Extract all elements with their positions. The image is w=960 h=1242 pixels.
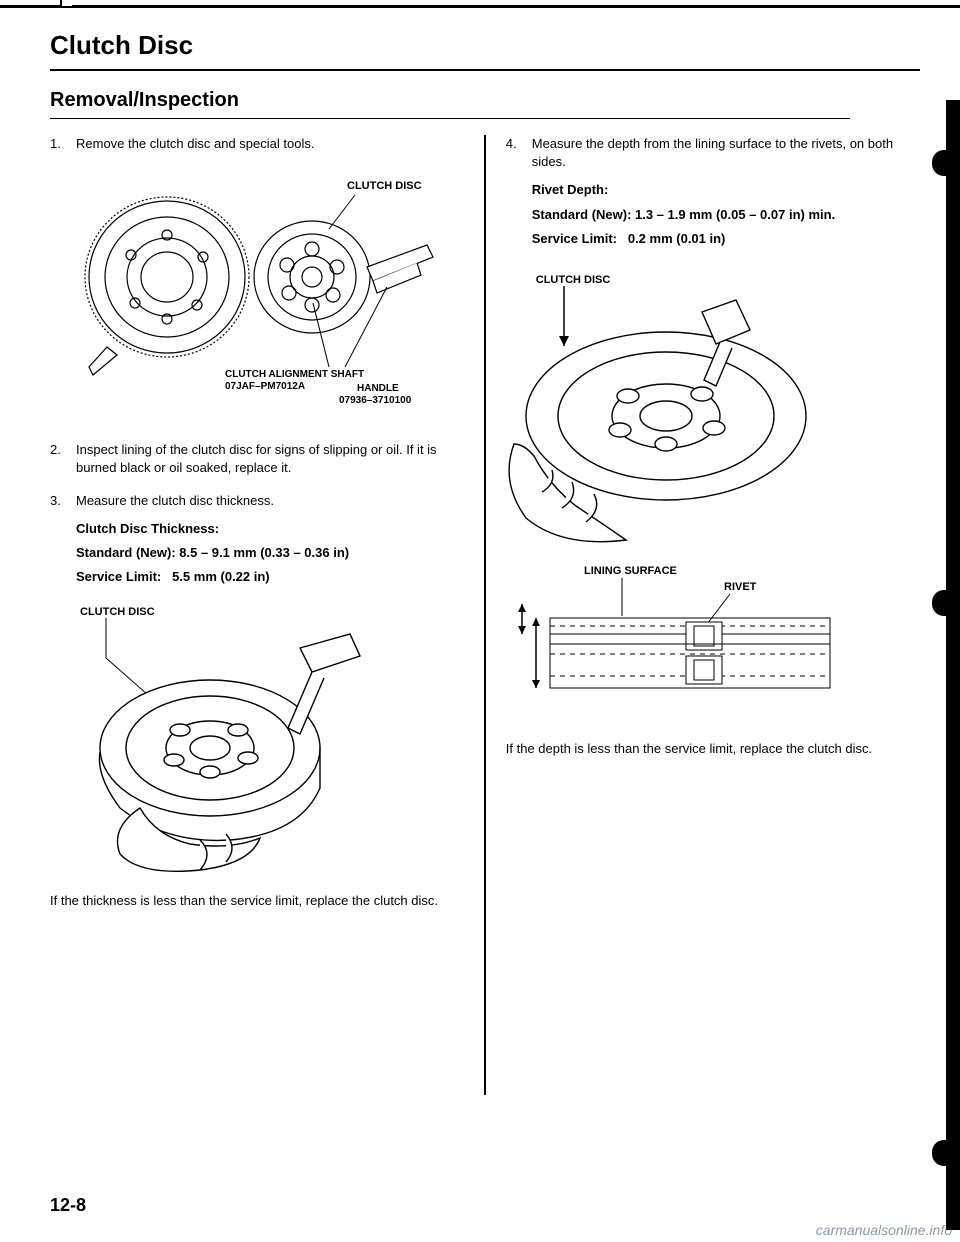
spec-title: Clutch Disc Thickness: [76, 520, 464, 538]
label-part-b: 07936–3710100 [339, 395, 412, 406]
label-handle: HANDLE [357, 383, 399, 394]
step-num: 4. [506, 135, 522, 254]
step-num: 3. [50, 492, 66, 593]
step-3: 3. Measure the clutch disc thickness. Cl… [50, 492, 464, 593]
section-header: Removal/Inspection [50, 89, 850, 119]
step-text: Inspect lining of the clutch disc for si… [76, 441, 464, 477]
watermark: carmanualsonline.info [816, 1222, 952, 1238]
step-text: Remove the clutch disc and special tools… [76, 135, 464, 153]
label-alignment-shaft: CLUTCH ALIGNMENT SHAFT [225, 369, 364, 380]
page-title: Clutch Disc [50, 30, 920, 71]
spec-limit: Service Limit: 5.5 mm (0.22 in) [76, 568, 464, 586]
figure-rivet-depth: CLUTCH DISC [506, 274, 920, 710]
label-clutch-disc: CLUTCH DISC [347, 180, 422, 192]
spec-std: Standard (New): 1.3 – 1.9 mm (0.05 – 0.0… [532, 206, 920, 224]
step-body: Measure the clutch disc thickness. Clutc… [76, 492, 464, 593]
thickness-note: If the thickness is less than the servic… [50, 892, 464, 910]
label-part-a: 07JAF–PM7012A [225, 381, 305, 392]
figure-clutch-tools: CLUTCH DISC CLUTCH ALIGNMENT SHAFT 07JAF… [50, 167, 464, 427]
spec-limit: Service Limit: 0.2 mm (0.01 in) [532, 230, 920, 248]
label-rivet: RIVET [724, 581, 757, 593]
left-column: 1. Remove the clutch disc and special to… [50, 135, 464, 1095]
step-num: 1. [50, 135, 66, 153]
step-body: Measure the depth from the lining surfac… [532, 135, 920, 254]
label-lining-surface: LINING SURFACE [584, 565, 677, 577]
page: Clutch Disc Removal/Inspection 1. Remove… [0, 0, 960, 1242]
two-columns: 1. Remove the clutch disc and special to… [50, 135, 920, 1095]
step-text: Measure the clutch disc thickness. [76, 492, 464, 510]
figure-disc-thickness: CLUTCH DISC [50, 606, 464, 878]
step-2: 2. Inspect lining of the clutch disc for… [50, 441, 464, 477]
page-number: 12-8 [50, 1195, 86, 1216]
label-clutch-disc: CLUTCH DISC [536, 274, 611, 286]
step-num: 2. [50, 441, 66, 477]
spec-title: Rivet Depth: [532, 181, 920, 199]
label-clutch-disc: CLUTCH DISC [80, 606, 155, 618]
step-1: 1. Remove the clutch disc and special to… [50, 135, 464, 153]
right-column: 4. Measure the depth from the lining sur… [506, 135, 920, 1095]
step-4: 4. Measure the depth from the lining sur… [506, 135, 920, 254]
spec-std: Standard (New): 8.5 – 9.1 mm (0.33 – 0.3… [76, 544, 464, 562]
step-text: Measure the depth from the lining surfac… [532, 135, 920, 171]
column-divider [484, 135, 486, 1095]
depth-note: If the depth is less than the service li… [506, 740, 920, 758]
